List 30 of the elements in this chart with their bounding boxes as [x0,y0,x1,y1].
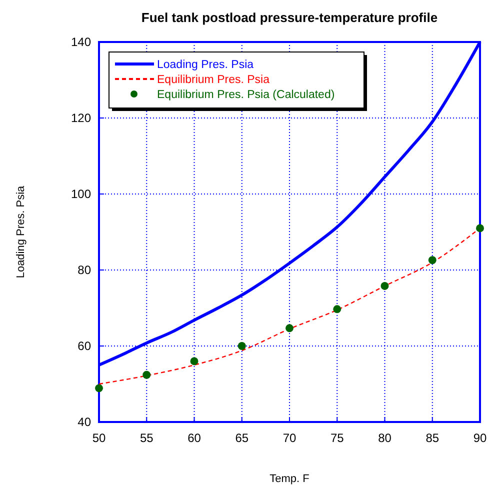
legend-label: Equilibrium Pres. Psia [157,74,270,86]
point [190,357,198,366]
y-tick-label: 140 [70,35,92,49]
chart-title: Fuel tank postload pressure-temperature profile [141,10,438,25]
point [476,224,484,232]
x-tick-label: 65 [235,431,249,445]
x-tick-label: 80 [378,431,392,445]
legend-label: Equilibrium Pres. Psia (Calculated) [157,89,335,101]
x-tick-label: 55 [140,431,154,445]
legend-label: Loading Pres. Psia [157,59,254,71]
point [286,324,294,332]
point [142,370,151,379]
y-tick-label: 40 [78,415,92,429]
y-tick-label: 60 [78,339,92,353]
point [95,384,103,392]
y-axis-title: Loading Pres. Psia [15,184,27,278]
x-tick-label: 70 [282,431,296,445]
point [333,305,342,314]
point [238,342,246,350]
y-tick-label: 120 [70,111,92,125]
x-tick-label: 90 [473,431,487,445]
x-axis-title: Temp. F [270,473,310,485]
x-tick-label: 50 [92,431,106,445]
y-tick-label: 100 [70,187,92,201]
y-tick-label: 80 [78,263,92,277]
x-tick-label: 75 [330,431,344,445]
x-tick-label: 60 [188,431,202,445]
point [428,256,436,264]
x-tick-label: 85 [426,431,440,445]
point [380,282,389,290]
